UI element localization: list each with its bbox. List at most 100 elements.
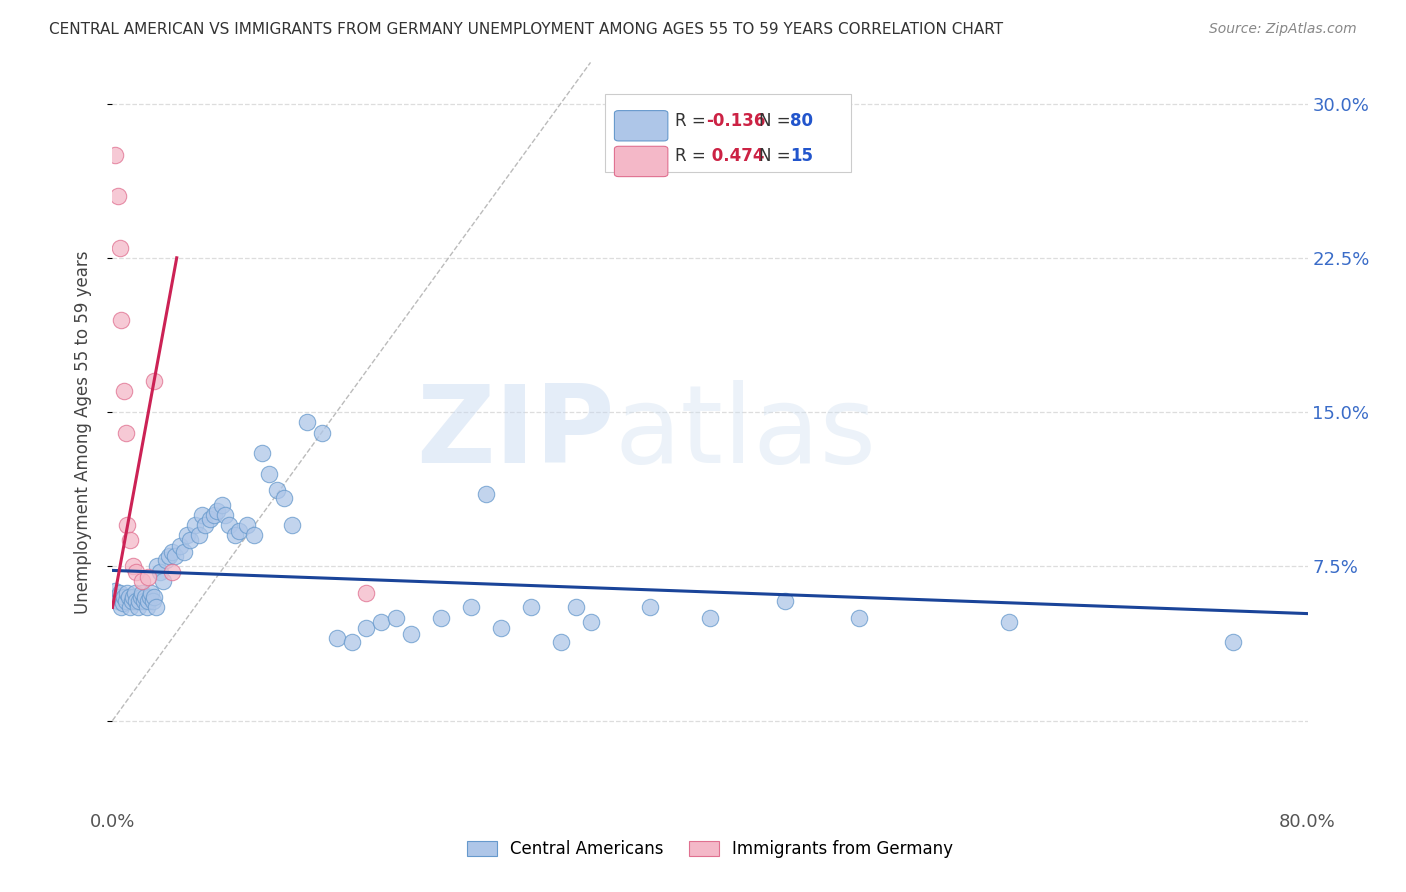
Point	[139, 590, 162, 604]
Point	[105, 590, 128, 604]
Point	[218, 518, 240, 533]
Point	[107, 189, 129, 203]
Point	[228, 524, 250, 539]
Point	[162, 566, 183, 580]
Point	[138, 594, 160, 608]
Text: 80: 80	[790, 112, 813, 129]
Point	[129, 590, 152, 604]
Point	[224, 528, 246, 542]
Point	[183, 518, 205, 533]
Point	[157, 549, 180, 563]
Point	[460, 600, 482, 615]
Point	[848, 611, 870, 625]
Point	[188, 528, 211, 542]
Point	[236, 518, 259, 533]
Legend: Central Americans, Immigrants from Germany: Central Americans, Immigrants from Germa…	[460, 833, 960, 865]
Point	[110, 600, 132, 615]
Point	[115, 594, 138, 608]
Text: Source: ZipAtlas.com: Source: ZipAtlas.com	[1209, 22, 1357, 37]
Point	[385, 611, 408, 625]
Point	[143, 590, 166, 604]
Point	[169, 539, 191, 553]
Text: R =: R =	[675, 147, 711, 165]
Point	[311, 425, 333, 440]
Point	[520, 600, 543, 615]
Point	[475, 487, 498, 501]
Point	[122, 590, 145, 604]
Point	[214, 508, 236, 522]
Point	[122, 559, 145, 574]
Point	[550, 635, 572, 649]
Point	[114, 590, 135, 604]
Point	[138, 569, 160, 583]
Point	[250, 446, 273, 460]
Point	[120, 533, 142, 547]
Point	[124, 586, 146, 600]
Text: 0.474: 0.474	[706, 147, 765, 165]
Point	[152, 574, 174, 588]
Point	[135, 600, 157, 615]
Point	[155, 553, 177, 567]
Text: CENTRAL AMERICAN VS IMMIGRANTS FROM GERMANY UNEMPLOYMENT AMONG AGES 55 TO 59 YEA: CENTRAL AMERICAN VS IMMIGRANTS FROM GERM…	[49, 22, 1004, 37]
Point	[145, 600, 167, 615]
Point	[134, 590, 156, 604]
Point	[104, 148, 127, 162]
Point	[131, 574, 153, 588]
Point	[198, 512, 221, 526]
Text: atlas: atlas	[614, 380, 876, 485]
Point	[176, 528, 198, 542]
Text: R =: R =	[675, 112, 711, 129]
Point	[773, 594, 796, 608]
Point	[370, 615, 392, 629]
Point	[273, 491, 295, 506]
Text: ZIP: ZIP	[416, 380, 614, 485]
Point	[579, 615, 602, 629]
Point	[211, 498, 233, 512]
Point	[107, 594, 129, 608]
Point	[295, 415, 318, 429]
Point	[356, 586, 378, 600]
Point	[340, 635, 363, 649]
Point	[117, 586, 139, 600]
Point	[114, 384, 135, 399]
Point	[564, 600, 586, 615]
Point	[325, 632, 347, 646]
Text: 15: 15	[790, 147, 813, 165]
Point	[430, 611, 453, 625]
Point	[143, 374, 166, 388]
Point	[194, 518, 217, 533]
Point	[127, 600, 149, 615]
Point	[132, 594, 155, 608]
Point	[125, 566, 148, 580]
Point	[115, 425, 138, 440]
Point	[110, 312, 132, 326]
Point	[141, 586, 163, 600]
Text: N =: N =	[759, 147, 796, 165]
Point	[356, 621, 378, 635]
Point	[142, 594, 165, 608]
Point	[118, 590, 141, 604]
Point	[108, 240, 131, 255]
Text: N =: N =	[759, 112, 796, 129]
Point	[191, 508, 214, 522]
Point	[120, 600, 142, 615]
Point	[179, 533, 201, 547]
Point	[128, 594, 150, 608]
Point	[259, 467, 281, 481]
Point	[149, 566, 172, 580]
Point	[131, 586, 153, 600]
Point	[117, 518, 139, 533]
Point	[121, 594, 143, 608]
Point	[205, 504, 228, 518]
Point	[104, 584, 127, 599]
Text: -0.136: -0.136	[706, 112, 765, 129]
Point	[489, 621, 512, 635]
Point	[162, 545, 183, 559]
Point	[1222, 635, 1244, 649]
Point	[108, 586, 131, 600]
Point	[281, 518, 304, 533]
Point	[640, 600, 662, 615]
Point	[125, 594, 148, 608]
Point	[243, 528, 266, 542]
Point	[699, 611, 721, 625]
